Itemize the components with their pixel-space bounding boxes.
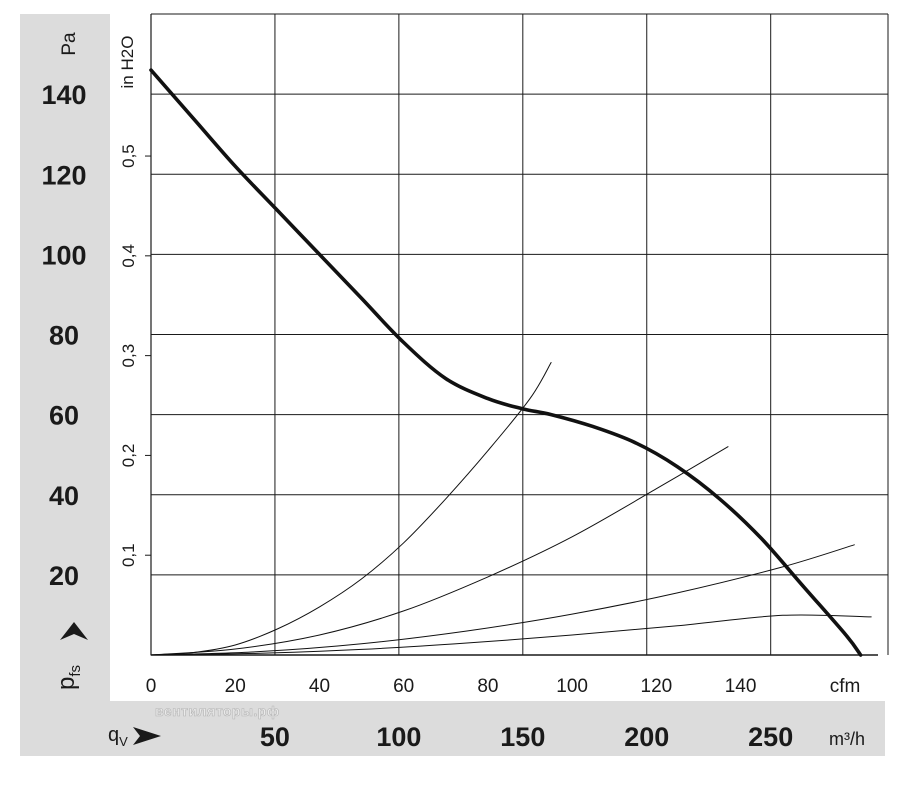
system-curve-line [150,614,872,656]
system-curve-line [150,362,552,656]
bottom-axis-band [20,701,885,756]
cfm-tick-label: 20 [225,676,246,697]
watermark-text: вентиляторы.рф [155,703,280,719]
inh2o-tick-label: 0,2 [119,444,138,468]
pa-tick-label: 120 [41,160,86,190]
m3h-tick-label: 100 [376,722,421,752]
fan-curve-line [149,68,863,657]
y-axis-arrow-icon [60,622,88,640]
curve-layer [149,68,872,657]
cfm-tick-label: 120 [641,676,673,697]
y-right-unit-label: in H2O [118,36,137,89]
pa-tick-label: 140 [41,80,86,110]
cfm-tick-label: 60 [393,676,414,697]
label-layer: 20 40 60 80 100 120 140 0,1 0,2 0,3 0,4 0,5 0 20 40 60 8… [41,80,793,752]
cfm-tick-label: 40 [309,676,330,697]
cfm-tick-label: 0 [146,676,157,697]
cfm-tick-label: 80 [477,676,498,697]
pa-tick-label: 80 [49,321,79,351]
pa-tick-label: 100 [41,240,86,270]
grid-layer [145,13,889,656]
m3h-tick-label: 150 [500,722,545,752]
cfm-tick-label: 100 [556,676,588,697]
pa-tick-label: 60 [49,401,79,431]
x-top-unit-label: cfm [830,676,861,697]
pa-tick-label: 40 [49,481,79,511]
x-bottom-unit-label: m³/h [829,729,865,749]
inh2o-tick-label: 0,4 [119,244,138,268]
system-curve-line [150,446,729,656]
inh2o-tick-label: 0,1 [119,543,138,567]
m3h-tick-label: 200 [624,722,669,752]
inh2o-tick-label: 0,3 [119,344,138,368]
left-axis-band [20,14,110,756]
x-axis-arrow-icon [133,727,161,745]
y-right-unit-text: in H2O [118,36,137,89]
x-axis-symbol: qV [108,724,128,749]
y-axis-symbol: pfs [53,665,84,690]
m3h-tick-label: 50 [260,722,290,752]
inh2o-tick-label: 0,5 [119,144,138,168]
system-curve-line [150,544,855,656]
y-left-unit-label: Pa [59,32,80,56]
m3h-tick-label: 250 [748,722,793,752]
cfm-tick-label: 140 [725,676,757,697]
pa-tick-label: 20 [49,561,79,591]
